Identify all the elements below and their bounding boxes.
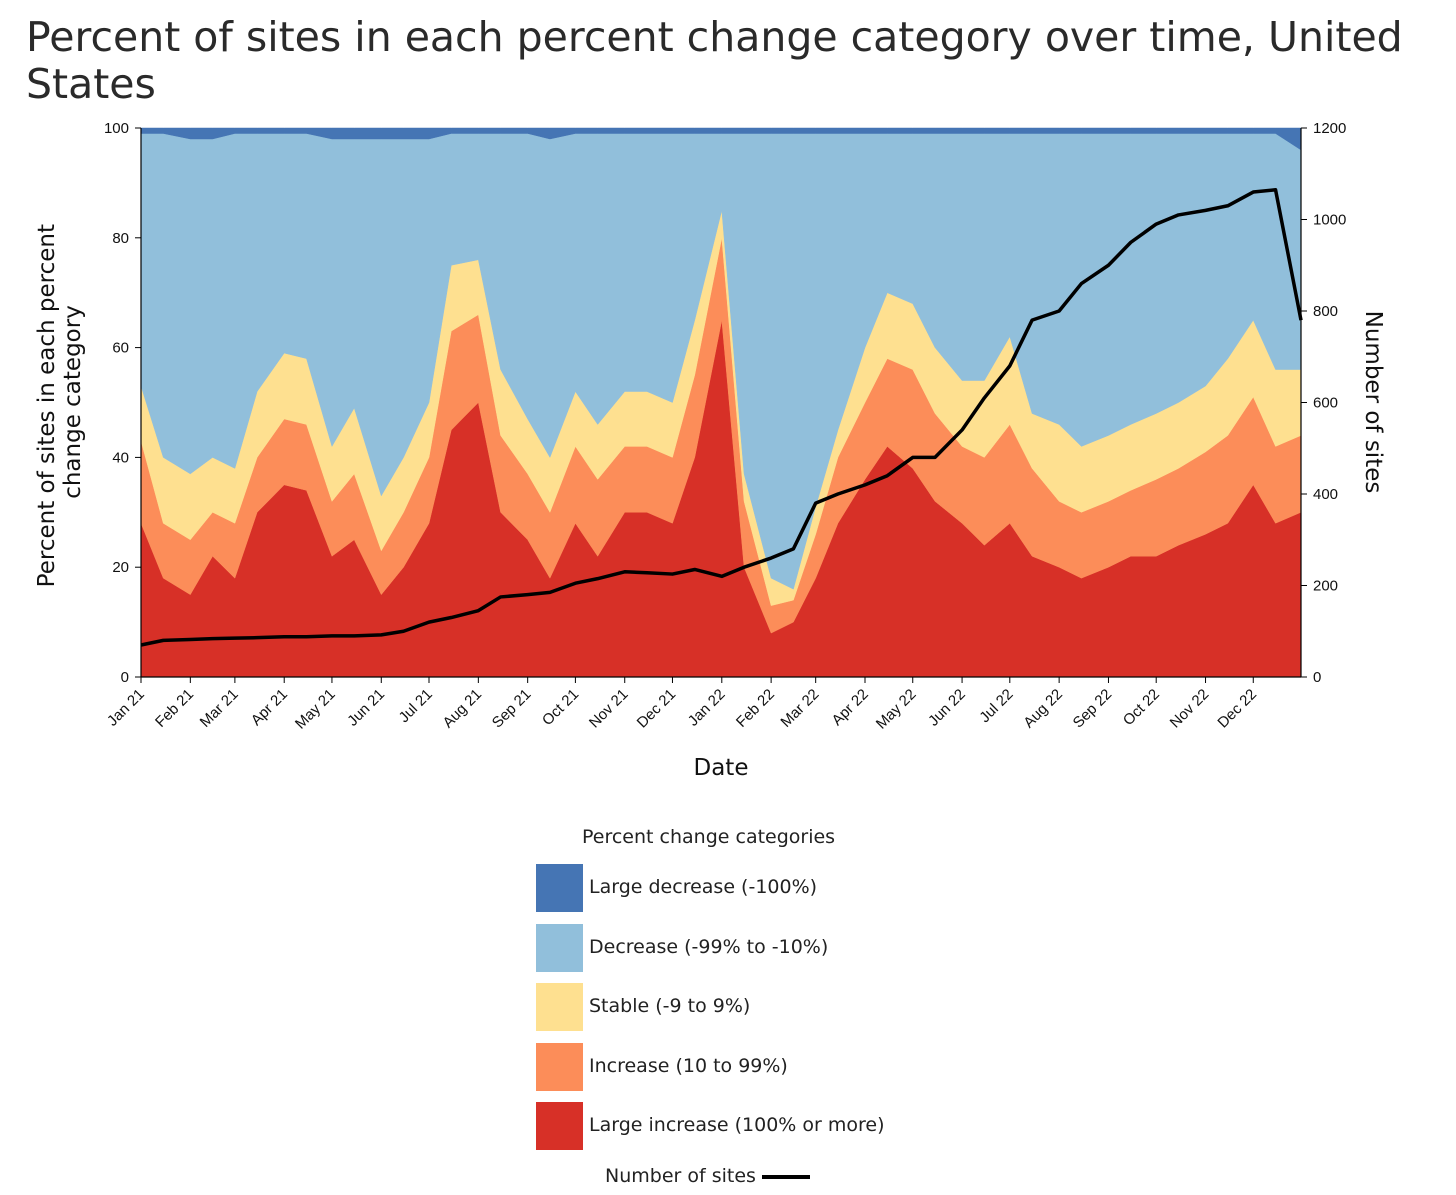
y2-axis-title: Number of sites [1360,311,1386,494]
x-tick-label: Mar 21 [197,686,242,731]
legend-item: Increase (10 to 99%) [536,1042,956,1091]
x-tick-label: Mar 22 [777,686,822,731]
x-tick-label: Aug 21 [440,686,486,732]
y2-tick-label: 400 [1313,486,1338,503]
y-tick-label: 80 [112,230,129,247]
y-axis-title-line-2: change category [60,305,86,499]
x-tick-label: Apr 22 [829,686,872,729]
x-tick-label: Nov 21 [586,686,632,732]
y2-tick-label: 200 [1313,578,1338,595]
legend-item: Stable (-9 to 9%) [536,983,956,1031]
legend-item: Large increase (100% or more) [536,1102,956,1150]
x-tick-label: Feb 21 [152,686,197,731]
x-tick-label: Jul 21 [396,686,436,726]
legend-label: Decrease (-99% to -10%) [589,935,829,958]
y-tick-label: 0 [121,669,129,686]
x-tick-label: Nov 22 [1167,686,1213,732]
y-tick-label: 100 [104,120,129,137]
legend-item: Decrease (-99% to -10%) [536,923,956,972]
y-axis-title-line-1: Percent of sites in each percent [34,224,60,587]
sites-line-layer [140,188,1303,647]
y2-tick-label: 0 [1313,669,1321,686]
line-number-of-sites [140,188,1303,647]
legend-swatch [536,864,583,912]
y-axis-title: Percent of sites in each percent change … [34,217,86,588]
x-tick-label: Jan 22 [685,686,729,730]
x-tick-label: Dec 21 [634,686,680,732]
x-tick-label: Oct 22 [1120,686,1163,729]
y2-tick-label: 600 [1313,395,1338,412]
legend-label: Increase (10 to 99%) [589,1054,788,1077]
x-tick-label: Aug 22 [1020,686,1066,732]
y-tick-label: 60 [112,340,129,357]
x-tick-label: Jun 21 [344,686,388,730]
legend-swatch [536,1102,583,1150]
stacked-areas [140,127,1302,678]
legend-label: Large decrease (-100%) [589,876,818,898]
x-tick-label: Feb 22 [733,686,778,731]
x-tick-label: Dec 22 [1214,686,1260,732]
y2-tick-label: 800 [1313,303,1338,320]
y2-tick-label: 1000 [1313,212,1346,229]
legend: Percent change categories Large decrease… [0,818,1456,1195]
legend-label: Number of sites [605,1165,756,1187]
legend-item-number-of-sites: Number of sites [605,1165,810,1187]
x-tick-label: May 22 [873,686,920,733]
legend-swatch [536,983,583,1031]
legend-swatch [536,1042,583,1091]
y-tick-label: 20 [112,559,129,576]
y2-tick-label: 1200 [1313,120,1346,137]
legend-swatch [536,923,583,972]
x-tick-label: Sep 21 [489,686,535,732]
legend-label: Large increase (100% or more) [589,1114,885,1136]
y-tick-label: 40 [112,449,129,466]
x-axis-title: Date [694,755,749,781]
x-tick-label: Jun 22 [925,686,969,730]
x-tick-label: Oct 21 [539,686,582,729]
x-tick-label: May 21 [292,686,339,733]
x-tick-label: Sep 22 [1070,686,1116,732]
x-tick-label: Apr 21 [248,686,291,729]
x-tick-label: Jul 22 [976,686,1016,726]
chart-title: Percent of sites in each percent change … [26,13,1403,108]
legend-label: Stable (-9 to 9%) [589,995,751,1017]
x-tick-label: Jan 21 [104,686,148,730]
legend-line-swatch [761,1174,810,1179]
legend-item: Large decrease (-100%) [536,864,956,912]
legend-title: Percent change categories [582,826,836,848]
